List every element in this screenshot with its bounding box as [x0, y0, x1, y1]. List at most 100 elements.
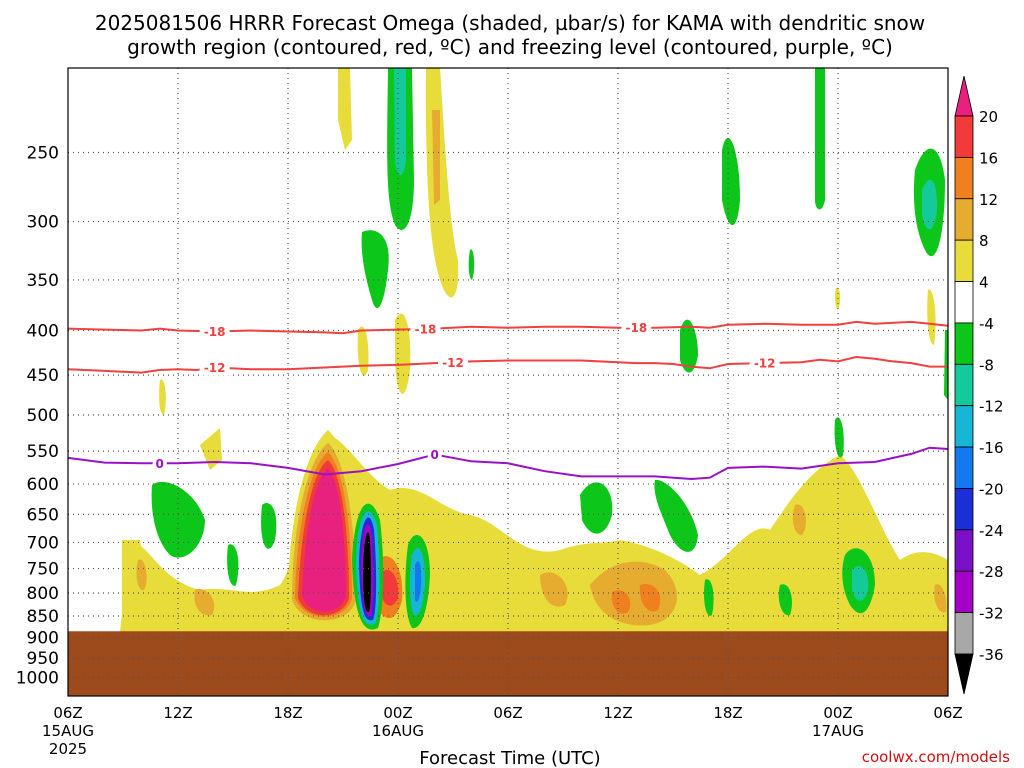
y-tick-label: 850	[27, 607, 59, 627]
omega-region	[151, 481, 205, 558]
omega-region	[639, 584, 661, 612]
omega-region	[357, 326, 369, 376]
omega-region	[363, 532, 372, 613]
omega-region	[136, 559, 147, 591]
contour-label: -12	[754, 357, 776, 371]
credit-text[interactable]: coolwx.com/models	[862, 748, 1010, 766]
y-tick-label: 900	[27, 629, 59, 649]
x-tick-label: 06Z	[53, 704, 82, 722]
x-tick-date: 15AUG	[42, 722, 94, 740]
omega-region	[934, 584, 947, 613]
contour-label-background	[152, 455, 167, 472]
colorbar-tick-label: 20	[979, 108, 998, 126]
y-tick-label: 400	[27, 322, 59, 342]
colorbar-band	[954, 488, 974, 531]
omega-region	[394, 68, 406, 175]
omega-region	[722, 138, 740, 226]
colorbar-band	[954, 281, 974, 324]
chart-title-line-2: growth region (contoured, red, ºC) and f…	[127, 35, 893, 59]
omega-region	[361, 230, 389, 309]
omega-region	[852, 566, 869, 601]
y-tick-label: 950	[27, 649, 59, 669]
x-tick-date: 17AUG	[812, 722, 864, 740]
colorbar-tick-label: -28	[979, 563, 1004, 581]
omega-region	[703, 579, 714, 616]
y-tick-label: 1000	[16, 669, 59, 689]
y-tick-label: 500	[27, 406, 59, 426]
y-tick-label: 600	[27, 475, 59, 495]
colorbar-tick-label: -32	[979, 605, 1004, 623]
x-tick-label: 18Z	[273, 704, 302, 722]
plot-frame	[67, 67, 949, 697]
contour-label-background	[749, 355, 780, 372]
colorbar-tick-label: 8	[979, 232, 989, 250]
y-tick-label: 350	[27, 271, 59, 291]
colorbar-tick-label: 4	[979, 274, 989, 292]
colorbar-band	[954, 156, 974, 200]
omega-region	[611, 590, 631, 614]
colorbar-tick-label: -4	[979, 315, 994, 333]
omega-region	[200, 428, 222, 470]
contour-label: 0	[430, 448, 438, 462]
contour-label-background	[410, 320, 441, 337]
colorbar-tick-label: 12	[979, 191, 998, 209]
omega-region	[338, 68, 352, 150]
omega-region	[227, 544, 239, 586]
contour-label: -18	[204, 325, 226, 339]
x-tick-label: 12Z	[603, 704, 632, 722]
x-tick-label: 06Z	[493, 704, 522, 722]
colorbar-tick-label: -8	[979, 356, 994, 374]
omega-region	[580, 482, 613, 534]
colorbar-band	[954, 446, 974, 489]
x-tick-year: 2025	[49, 740, 87, 758]
contour-label-background	[199, 359, 230, 376]
omega-region	[380, 569, 399, 606]
y-tick-label: 550	[27, 442, 59, 462]
omega-region	[654, 479, 698, 552]
x-tick-date: 16AUG	[372, 722, 424, 740]
omega-region	[415, 561, 422, 602]
y-tick-label: 450	[27, 366, 59, 386]
contour-label-background	[199, 323, 230, 340]
omega-region	[834, 417, 844, 458]
colorbar-tick-label: -36	[979, 646, 1004, 664]
x-tick-label: 00Z	[383, 704, 412, 722]
contour-label: -18	[415, 322, 437, 336]
colorbar-band	[954, 529, 974, 572]
y-axis-ticks: 2503003504004505005506006507007508008509…	[16, 144, 59, 689]
colorbar-band	[954, 198, 974, 241]
contour-label: -18	[625, 321, 647, 335]
x-tick-label: 12Z	[163, 704, 192, 722]
colorbar-band	[954, 612, 974, 655]
omega-region	[792, 504, 806, 535]
colorbar-tick-label: -24	[979, 522, 1004, 540]
omega-region	[922, 179, 938, 230]
x-axis-label: Forecast Time (UTC)	[419, 748, 600, 768]
contour-label-background	[427, 446, 442, 463]
omega-region	[927, 289, 936, 345]
contour-label: -12	[442, 356, 464, 370]
contour-label-background	[621, 319, 652, 336]
colorbar-band	[954, 239, 974, 282]
omega-region	[432, 110, 440, 205]
x-tick-label: 18Z	[713, 704, 742, 722]
omega-region	[944, 330, 948, 400]
colorbar-tick-label: -20	[979, 480, 1004, 498]
colorbar-tick-label: -16	[979, 439, 1004, 457]
omega-region	[261, 503, 277, 549]
omega-region	[159, 379, 166, 415]
y-tick-label: 300	[27, 213, 59, 233]
omega-region	[302, 468, 346, 612]
colorbar-band	[954, 363, 974, 407]
chart-title-line-1: 2025081506 HRRR Forecast Omega (shaded, …	[95, 11, 925, 35]
omega-region	[540, 572, 568, 607]
omega-region	[815, 68, 825, 210]
colorbar-tick-label: -12	[979, 398, 1004, 416]
contour-label-background	[438, 354, 468, 371]
plot-grid	[68, 68, 948, 696]
colorbar-band	[954, 322, 974, 365]
x-tick-label: 00Z	[823, 704, 852, 722]
y-tick-label: 650	[27, 505, 59, 525]
